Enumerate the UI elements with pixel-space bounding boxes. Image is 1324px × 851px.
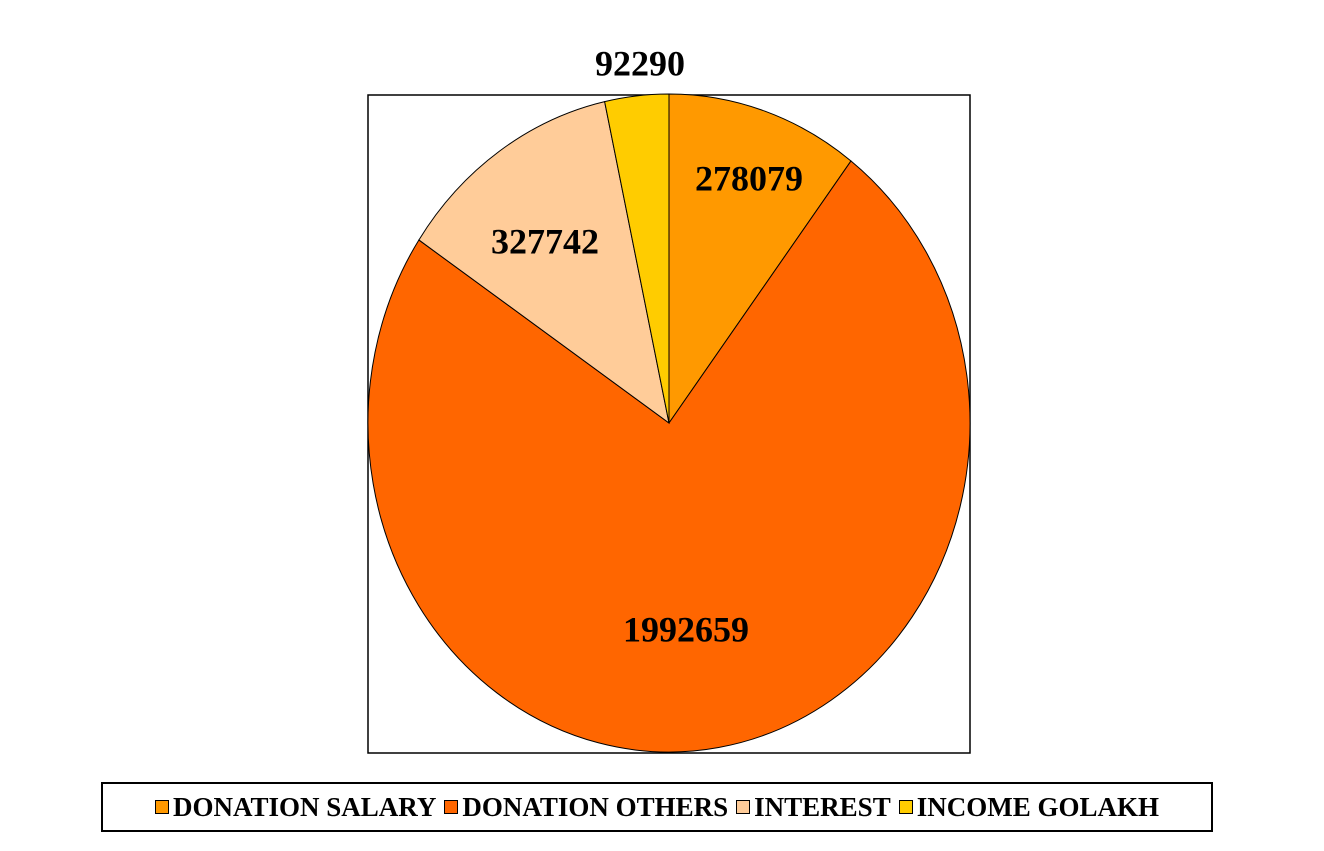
data-label-donation-others: 1992659 <box>623 609 749 649</box>
chart-legend: DONATION SALARY DONATION OTHERS INTEREST IN… <box>101 782 1213 832</box>
pie-data-labels: 278079 1992659 327742 92290 <box>491 43 803 649</box>
pie-slice-interest <box>418 101 670 425</box>
legend-swatch <box>444 800 459 814</box>
legend-label: INTEREST <box>754 791 891 822</box>
legend-item-interest: INTEREST <box>736 792 891 823</box>
data-label-income-golakh: 92290 <box>595 43 685 83</box>
pie-slice-income-golakh <box>604 93 670 424</box>
pie-slice-donation-salary <box>668 93 852 425</box>
legend-label: INCOME GOLAKH <box>916 791 1159 822</box>
data-label-donation-salary: 278079 <box>695 158 803 198</box>
legend-swatch <box>155 800 170 814</box>
data-label-interest: 327742 <box>491 221 599 261</box>
legend-item-donation-salary: DONATION SALARY <box>155 792 436 823</box>
pie-slice-donation-others <box>367 160 971 753</box>
legend-label: DONATION OTHERS <box>462 791 729 822</box>
legend-swatch <box>736 800 751 814</box>
legend-item-income-golakh: INCOME GOLAKH <box>898 791 1159 823</box>
pie-slices <box>367 93 971 753</box>
legend-label: DONATION SALARY <box>173 791 437 822</box>
legend-item-donation-others: DONATION OTHERS <box>444 792 728 823</box>
legend-swatch <box>898 800 913 814</box>
